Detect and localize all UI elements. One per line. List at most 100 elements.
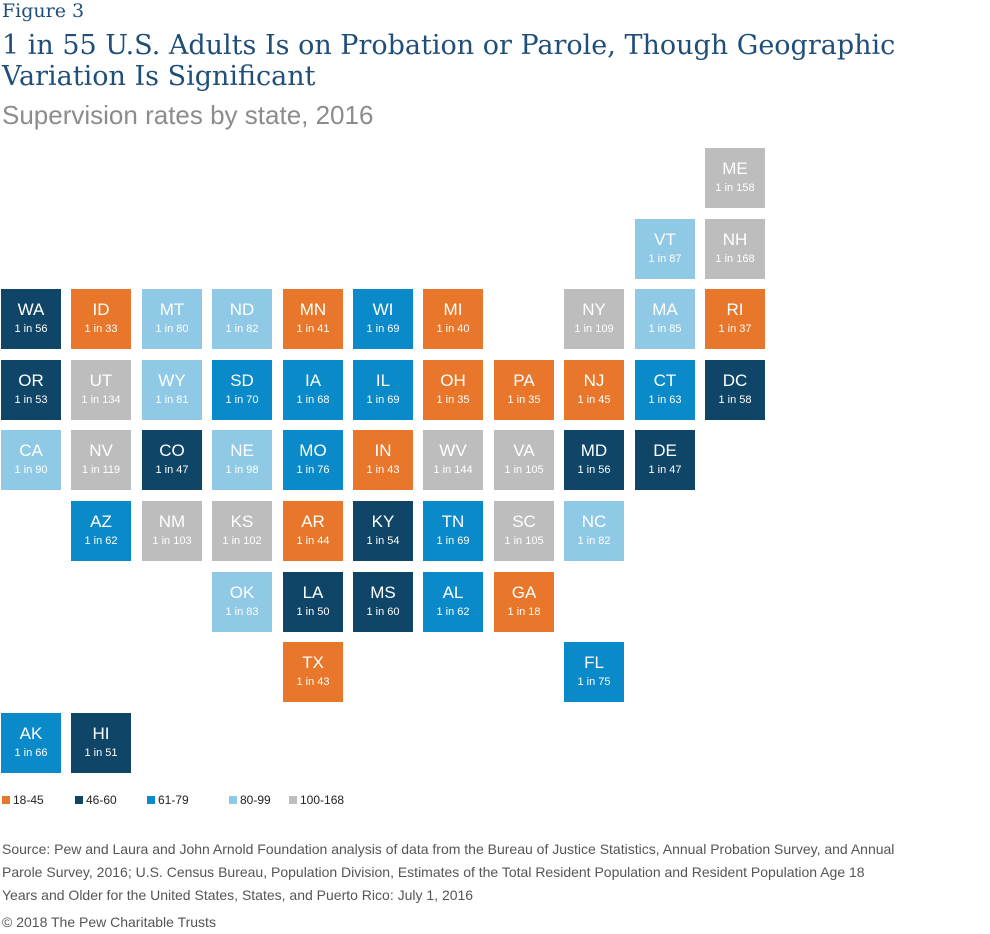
state-abbr: NV — [89, 441, 113, 460]
state-abbr: CT — [653, 371, 677, 390]
state-rate: 1 in 119 — [81, 464, 121, 476]
state-abbr: MD — [580, 441, 608, 460]
state-abbr: MN — [299, 300, 327, 319]
legend-swatch — [289, 796, 297, 804]
source-note: Source: Pew and Laura and John Arnold Fo… — [2, 841, 895, 903]
state-abbr: NE — [230, 441, 254, 460]
state-abbr: UT — [89, 371, 113, 390]
state-rate: 1 in 35 — [436, 394, 470, 406]
legend-swatch — [2, 796, 10, 804]
state-abbr: IN — [374, 441, 392, 460]
state-rate: 1 in 40 — [436, 323, 470, 335]
state-tile-mt: MT 1 in 80 — [142, 289, 202, 349]
state-tile-ny: NY 1 in 109 — [564, 289, 624, 349]
state-rate: 1 in 103 — [152, 535, 192, 547]
state-rate: 1 in 144 — [433, 464, 473, 476]
state-tile-de: DE 1 in 47 — [635, 430, 695, 490]
state-rate: 1 in 109 — [574, 323, 614, 335]
state-rate: 1 in 66 — [14, 747, 48, 759]
state-rate: 1 in 43 — [296, 676, 330, 688]
legend-item: 80-99 — [229, 792, 271, 808]
state-abbr: MA — [652, 300, 678, 319]
state-rate: 1 in 68 — [296, 394, 330, 406]
state-abbr: NM — [158, 512, 186, 531]
chart-subtitle: Supervision rates by state, 2016 — [2, 100, 374, 130]
state-abbr: KY — [371, 512, 395, 531]
state-abbr: NH — [722, 230, 748, 249]
legend-item: 61-79 — [147, 792, 189, 808]
state-tile-ak: AK 1 in 66 — [1, 713, 61, 773]
state-tile-dc: DC 1 in 58 — [705, 360, 765, 420]
state-tile-nj: NJ 1 in 45 — [564, 360, 624, 420]
state-abbr: TN — [441, 512, 465, 531]
legend-item: 100-168 — [289, 792, 344, 808]
state-abbr: MS — [370, 583, 396, 602]
legend-label: 80-99 — [240, 793, 271, 807]
state-tile-la: LA 1 in 50 — [283, 572, 343, 632]
state-rate: 1 in 105 — [504, 535, 544, 547]
state-rate: 1 in 56 — [14, 323, 48, 335]
state-rate: 1 in 105 — [504, 464, 544, 476]
state-abbr: PA — [513, 371, 535, 390]
state-abbr: VA — [513, 441, 535, 460]
state-tile-co: CO 1 in 47 — [142, 430, 202, 490]
state-rate: 1 in 90 — [14, 464, 48, 476]
figure-label: Figure 3 — [2, 0, 85, 22]
state-rate: 1 in 47 — [648, 464, 682, 476]
legend-label: 18-45 — [13, 793, 44, 807]
state-rate: 1 in 62 — [84, 535, 118, 547]
state-abbr: RI — [726, 300, 744, 319]
legend-label: 61-79 — [158, 793, 189, 807]
state-tile-id: ID 1 in 33 — [71, 289, 131, 349]
state-tile-sc: SC 1 in 105 — [494, 501, 554, 561]
state-abbr: NY — [582, 300, 606, 319]
state-tile-ky: KY 1 in 54 — [353, 501, 413, 561]
state-rate: 1 in 158 — [715, 182, 755, 194]
state-abbr: ID — [92, 300, 110, 319]
state-abbr: ND — [229, 300, 255, 319]
state-tile-nh: NH 1 in 168 — [705, 219, 765, 279]
state-rate: 1 in 51 — [84, 747, 118, 759]
state-abbr: WV — [439, 441, 467, 460]
state-tile-mi: MI 1 in 40 — [423, 289, 483, 349]
state-tile-mn: MN 1 in 41 — [283, 289, 343, 349]
state-rate: 1 in 62 — [436, 606, 470, 618]
state-tile-tx: TX 1 in 43 — [283, 642, 343, 702]
state-rate: 1 in 80 — [155, 323, 189, 335]
state-rate: 1 in 82 — [577, 535, 611, 547]
state-abbr: MI — [443, 300, 463, 319]
state-rate: 1 in 83 — [225, 606, 259, 618]
state-tile-nc: NC 1 in 82 — [564, 501, 624, 561]
state-tile-tn: TN 1 in 69 — [423, 501, 483, 561]
state-abbr: SD — [230, 371, 254, 390]
state-rate: 1 in 134 — [81, 394, 121, 406]
state-rate: 1 in 70 — [225, 394, 259, 406]
legend-item: 46-60 — [75, 792, 117, 808]
state-tile-ri: RI 1 in 37 — [705, 289, 765, 349]
state-tile-wi: WI 1 in 69 — [353, 289, 413, 349]
state-tile-md: MD 1 in 56 — [564, 430, 624, 490]
state-abbr: AZ — [90, 512, 112, 531]
state-tile-ma: MA 1 in 85 — [635, 289, 695, 349]
state-rate: 1 in 54 — [366, 535, 400, 547]
state-tile-wa: WA 1 in 56 — [1, 289, 61, 349]
state-rate: 1 in 75 — [577, 676, 611, 688]
state-tile-ct: CT 1 in 63 — [635, 360, 695, 420]
legend-swatch — [75, 796, 83, 804]
state-tile-ut: UT 1 in 134 — [71, 360, 131, 420]
state-rate: 1 in 69 — [366, 394, 400, 406]
state-abbr: HI — [92, 724, 110, 743]
state-rate: 1 in 50 — [296, 606, 330, 618]
state-rate: 1 in 69 — [366, 323, 400, 335]
state-abbr: MT — [159, 300, 185, 319]
state-tile-ms: MS 1 in 60 — [353, 572, 413, 632]
state-abbr: VT — [654, 230, 676, 249]
state-tile-nm: NM 1 in 103 — [142, 501, 202, 561]
state-rate: 1 in 81 — [155, 394, 189, 406]
state-rate: 1 in 76 — [296, 464, 330, 476]
state-tile-vt: VT 1 in 87 — [635, 219, 695, 279]
legend-label: 100-168 — [300, 793, 345, 807]
state-rate: 1 in 37 — [718, 323, 752, 335]
legend-swatch — [147, 796, 155, 804]
state-abbr: FL — [584, 653, 604, 672]
